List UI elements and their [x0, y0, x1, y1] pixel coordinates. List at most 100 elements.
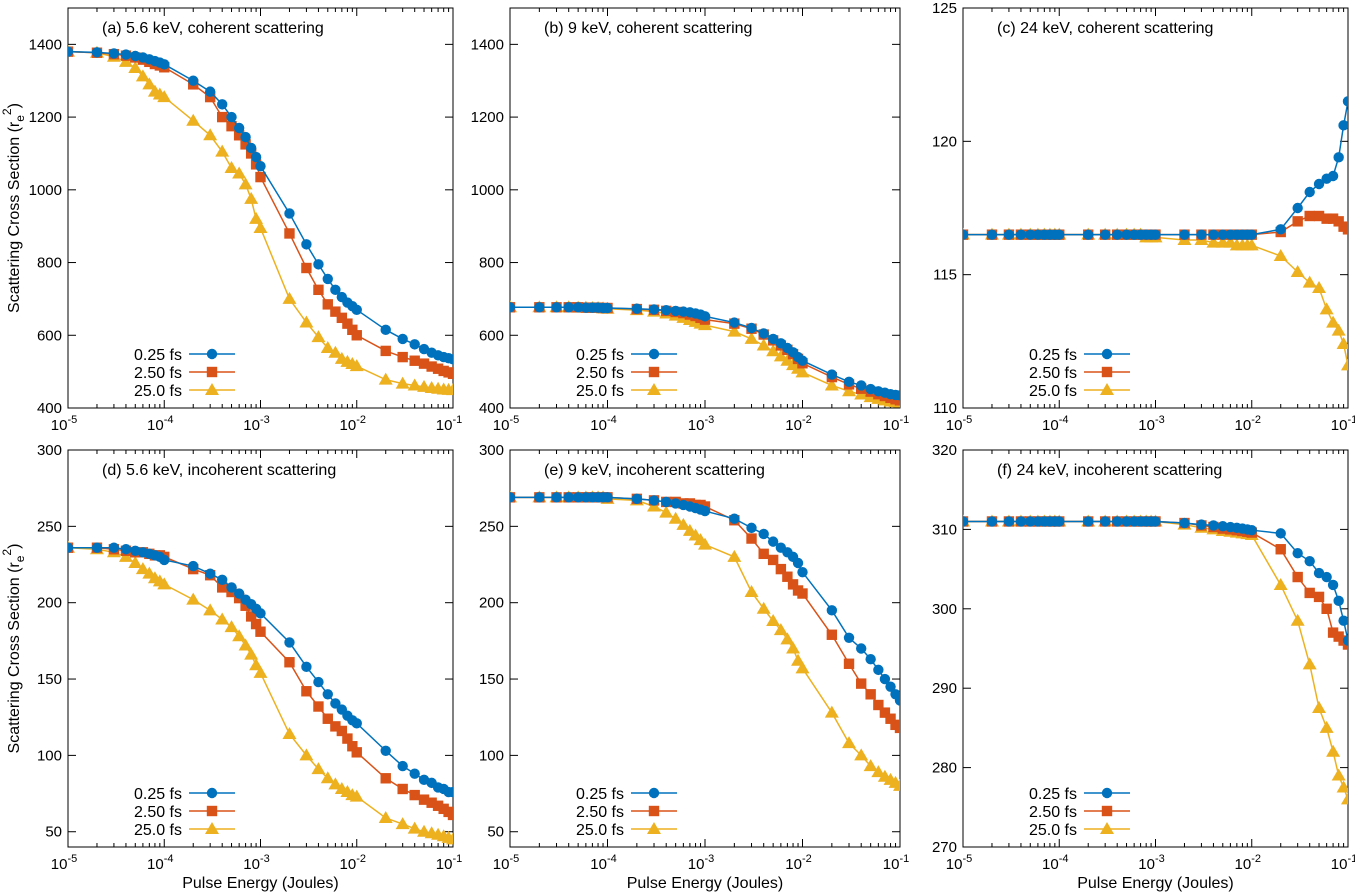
- series-25-0-fs: [68, 540, 453, 845]
- data-point: [395, 376, 410, 389]
- series-line: [963, 233, 1348, 366]
- plot-frame: [67, 449, 454, 848]
- data-point: [407, 378, 422, 391]
- data-point: [854, 748, 869, 761]
- series-line: [963, 520, 1348, 646]
- x-tick-label: 10-3: [243, 414, 269, 434]
- data-point: [856, 643, 867, 654]
- x-tick-label: 10-3: [688, 414, 714, 434]
- data-point: [282, 291, 297, 304]
- data-point: [255, 160, 266, 172]
- x-tick-label: 10-4: [1042, 853, 1068, 873]
- data-point: [301, 239, 312, 250]
- data-point: [826, 369, 838, 380]
- legend-marker: [205, 822, 219, 834]
- plot-frame: [962, 449, 1349, 848]
- x-tick-label: 10-2: [1235, 853, 1261, 873]
- data-point: [216, 582, 228, 593]
- data-point: [447, 786, 453, 798]
- data-point: [1312, 701, 1327, 714]
- x-tick-label: 10-4: [590, 414, 616, 434]
- data-point: [330, 721, 341, 732]
- data-point: [301, 686, 312, 697]
- data-point: [1083, 229, 1094, 240]
- data-point: [843, 376, 855, 388]
- data-point: [1003, 516, 1015, 527]
- data-point: [330, 284, 341, 296]
- data-point: [1121, 229, 1132, 240]
- data-point: [670, 498, 681, 509]
- legend-label: 2.50 fs: [134, 365, 182, 382]
- data-point: [407, 821, 422, 834]
- series-0-25-fs: [510, 492, 900, 706]
- data-point: [1304, 210, 1315, 222]
- legend-marker: [205, 383, 219, 395]
- data-point: [249, 211, 264, 224]
- data-point: [1341, 358, 1348, 371]
- series-0-25-fs: [68, 46, 453, 365]
- data-point: [1025, 229, 1036, 240]
- data-point: [1327, 213, 1339, 224]
- y-tick-label: 1000: [29, 182, 62, 199]
- legend-marker: [647, 383, 661, 395]
- data-point: [409, 339, 420, 350]
- data-point: [661, 304, 672, 316]
- data-point: [1304, 186, 1315, 198]
- y-tick-label: 150: [479, 671, 504, 688]
- data-point: [843, 632, 855, 644]
- data-point: [510, 492, 516, 503]
- data-point: [551, 302, 562, 313]
- plot-frame: [67, 7, 454, 409]
- data-point: [1341, 792, 1348, 805]
- y-tick-label: 1200: [471, 109, 504, 126]
- x-tick-label: 10-2: [340, 414, 366, 434]
- y-tick-label: 600: [37, 327, 62, 344]
- data-point: [670, 305, 681, 317]
- y-tick-label: 400: [479, 400, 504, 417]
- data-point: [661, 496, 672, 508]
- legend-label: 2.50 fs: [134, 804, 182, 821]
- data-point: [135, 562, 150, 575]
- data-point: [563, 302, 574, 313]
- data-point: [843, 658, 855, 669]
- legend-label: 25.0 fs: [1029, 383, 1077, 400]
- data-point: [865, 689, 876, 700]
- data-point: [1336, 337, 1348, 349]
- data-point: [253, 221, 268, 233]
- data-point: [397, 333, 408, 345]
- data-point: [204, 568, 216, 579]
- data-point: [351, 747, 362, 758]
- data-point: [1321, 603, 1332, 614]
- series-25-0-fs: [963, 514, 1348, 805]
- data-point: [336, 312, 348, 324]
- data-point: [631, 303, 643, 314]
- data-point: [1292, 202, 1303, 214]
- data-point: [756, 601, 771, 614]
- series-line: [68, 546, 453, 816]
- data-point: [349, 789, 364, 802]
- data-point: [313, 701, 324, 712]
- data-point: [1196, 229, 1207, 240]
- data-point: [797, 588, 808, 599]
- data-point: [311, 762, 326, 775]
- panel-title: (f) 24 keV, incoherent scattering: [997, 462, 1222, 479]
- data-point: [301, 262, 312, 274]
- data-point: [744, 331, 759, 344]
- data-point: [245, 611, 257, 622]
- legend-marker: [206, 366, 218, 378]
- data-point: [1342, 224, 1348, 235]
- data-point: [1150, 229, 1161, 240]
- series-0-25-fs: [510, 302, 900, 401]
- legend-label: 0.25 fs: [1029, 347, 1077, 364]
- data-point: [342, 733, 353, 744]
- data-point: [233, 122, 245, 134]
- legend-label: 0.25 fs: [1029, 786, 1077, 803]
- data-point: [186, 592, 201, 605]
- data-point: [824, 378, 839, 391]
- data-point: [432, 800, 444, 811]
- data-point: [873, 664, 884, 676]
- data-point: [1290, 613, 1305, 626]
- data-point: [1302, 657, 1317, 670]
